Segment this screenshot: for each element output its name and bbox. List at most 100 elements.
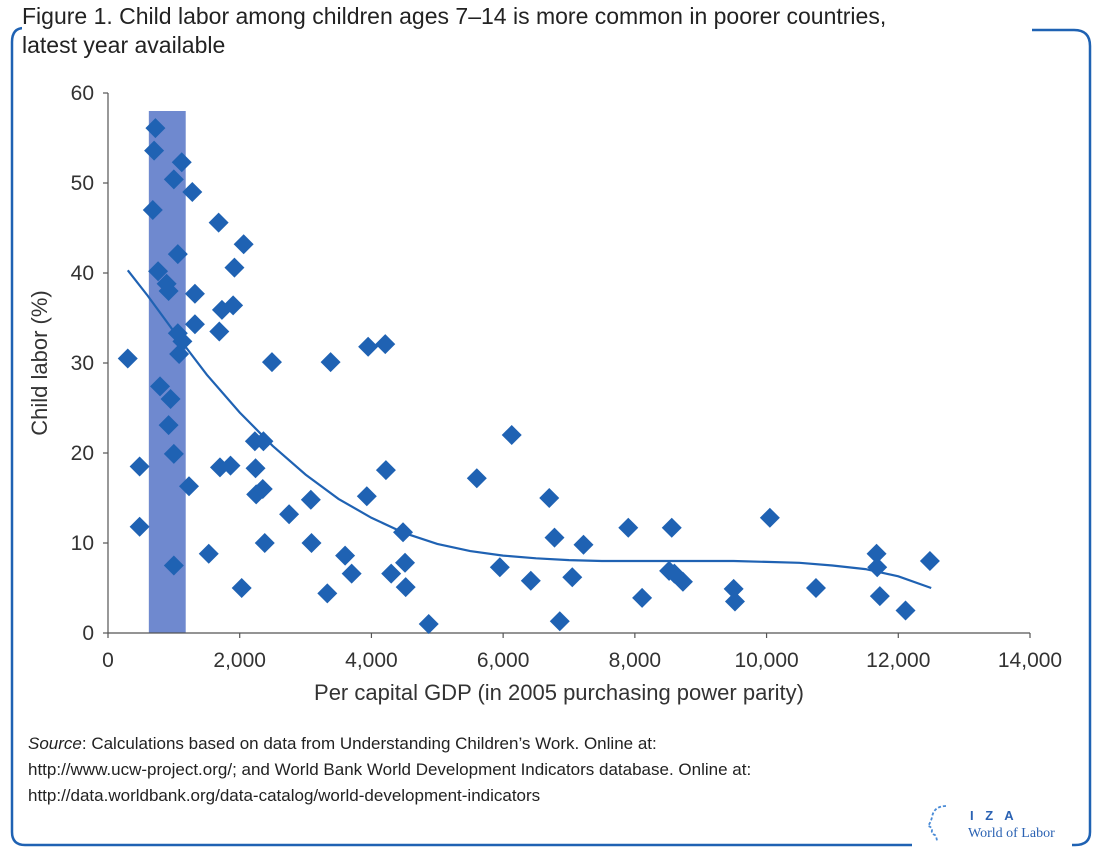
x-tick-label: 0 [102, 649, 114, 672]
y-tick-label: 0 [82, 622, 94, 645]
data-point [179, 476, 200, 497]
data-point [182, 182, 203, 202]
data-point [158, 415, 179, 436]
data-point [341, 563, 362, 584]
y-tick-label: 50 [71, 172, 94, 195]
source-label: Source [28, 734, 82, 753]
data-point [393, 522, 414, 543]
data-point [618, 517, 639, 538]
highlight-band [148, 111, 186, 633]
data-point [869, 586, 890, 607]
iza-logo: I Z A World of Labor [918, 802, 1068, 847]
data-point [209, 321, 230, 342]
data-point [573, 534, 594, 555]
x-tick-label: 10,000 [734, 649, 798, 672]
y-tick-label: 40 [71, 262, 94, 285]
x-tick-label: 14,000 [998, 649, 1062, 672]
figure-title: Figure 1. Child labor among children age… [22, 2, 1032, 60]
data-point [562, 567, 583, 588]
source-line-3: http://data.worldbank.org/data-catalog/w… [28, 786, 541, 805]
data-point [418, 614, 439, 634]
y-tick-label: 10 [71, 532, 94, 555]
data-point [549, 611, 570, 632]
data-point [919, 551, 940, 571]
data-point [805, 578, 826, 598]
source-line-1: : Calculations based on data from Unders… [81, 734, 657, 753]
data-point [224, 257, 245, 278]
data-point [520, 570, 541, 591]
data-point [160, 389, 181, 409]
data-point [148, 261, 169, 282]
data-point [375, 460, 396, 481]
y-tick-label: 60 [71, 82, 94, 105]
data-point [279, 504, 300, 525]
data-point [867, 557, 888, 578]
data-point [661, 517, 682, 538]
data-point [145, 118, 166, 139]
data-point [184, 283, 205, 304]
logo-wol-text: World of Labor [968, 826, 1055, 841]
data-point [158, 281, 179, 301]
y-tick-label: 20 [71, 442, 94, 465]
data-point [501, 425, 522, 445]
data-point [301, 533, 322, 553]
data-point [253, 431, 274, 452]
x-tick-label: 4,000 [345, 649, 398, 672]
data-point [142, 200, 163, 220]
data-point [220, 455, 241, 476]
x-tick-label: 2,000 [213, 649, 266, 672]
data-point [358, 336, 379, 357]
x-tick-label: 8,000 [609, 649, 662, 672]
data-point [335, 545, 356, 566]
data-point [208, 212, 229, 233]
x-tick-label: 12,000 [866, 649, 930, 672]
data-point [723, 578, 744, 599]
data-point [544, 527, 565, 548]
data-point [632, 587, 653, 608]
data-point [317, 583, 338, 604]
figure-title-line-1: Figure 1. Child labor among children age… [22, 3, 887, 29]
data-point [252, 479, 273, 499]
data-point [223, 295, 244, 316]
data-point [163, 443, 184, 464]
data-point [300, 489, 321, 510]
head-profile-icon [926, 805, 947, 843]
data-point [539, 488, 560, 508]
data-point [172, 331, 193, 352]
data-point [150, 376, 171, 397]
data-point [724, 591, 745, 612]
data-point [395, 577, 416, 598]
y-axis-title: Child labor (%) [27, 290, 52, 436]
trend-line [126, 269, 932, 590]
data-point [759, 507, 780, 528]
data-point [320, 352, 341, 373]
data-point [129, 456, 150, 477]
data-point [375, 334, 396, 355]
data-point [261, 352, 282, 373]
data-point [381, 563, 402, 584]
x-tick-label: 6,000 [477, 649, 530, 672]
data-point [866, 543, 887, 564]
data-point [466, 468, 487, 489]
data-point [163, 169, 184, 190]
source-line-2: http://www.ucw-project.org/; and World B… [28, 760, 752, 779]
data-point [144, 140, 165, 161]
data-point [167, 244, 188, 265]
data-point [356, 486, 377, 507]
data-point [245, 458, 266, 479]
data-point [198, 543, 219, 564]
data-point [254, 533, 275, 553]
source-note: Source: Calculations based on data from … [28, 731, 928, 809]
data-point [231, 578, 252, 598]
data-point [672, 571, 693, 592]
y-tick-label: 30 [71, 352, 94, 375]
data-point [171, 152, 192, 173]
data-point [129, 516, 150, 537]
data-point [184, 314, 205, 335]
data-point [489, 557, 510, 578]
data-point [117, 348, 138, 369]
logo-iza-text: I Z A [970, 808, 1018, 823]
data-point [395, 552, 416, 573]
